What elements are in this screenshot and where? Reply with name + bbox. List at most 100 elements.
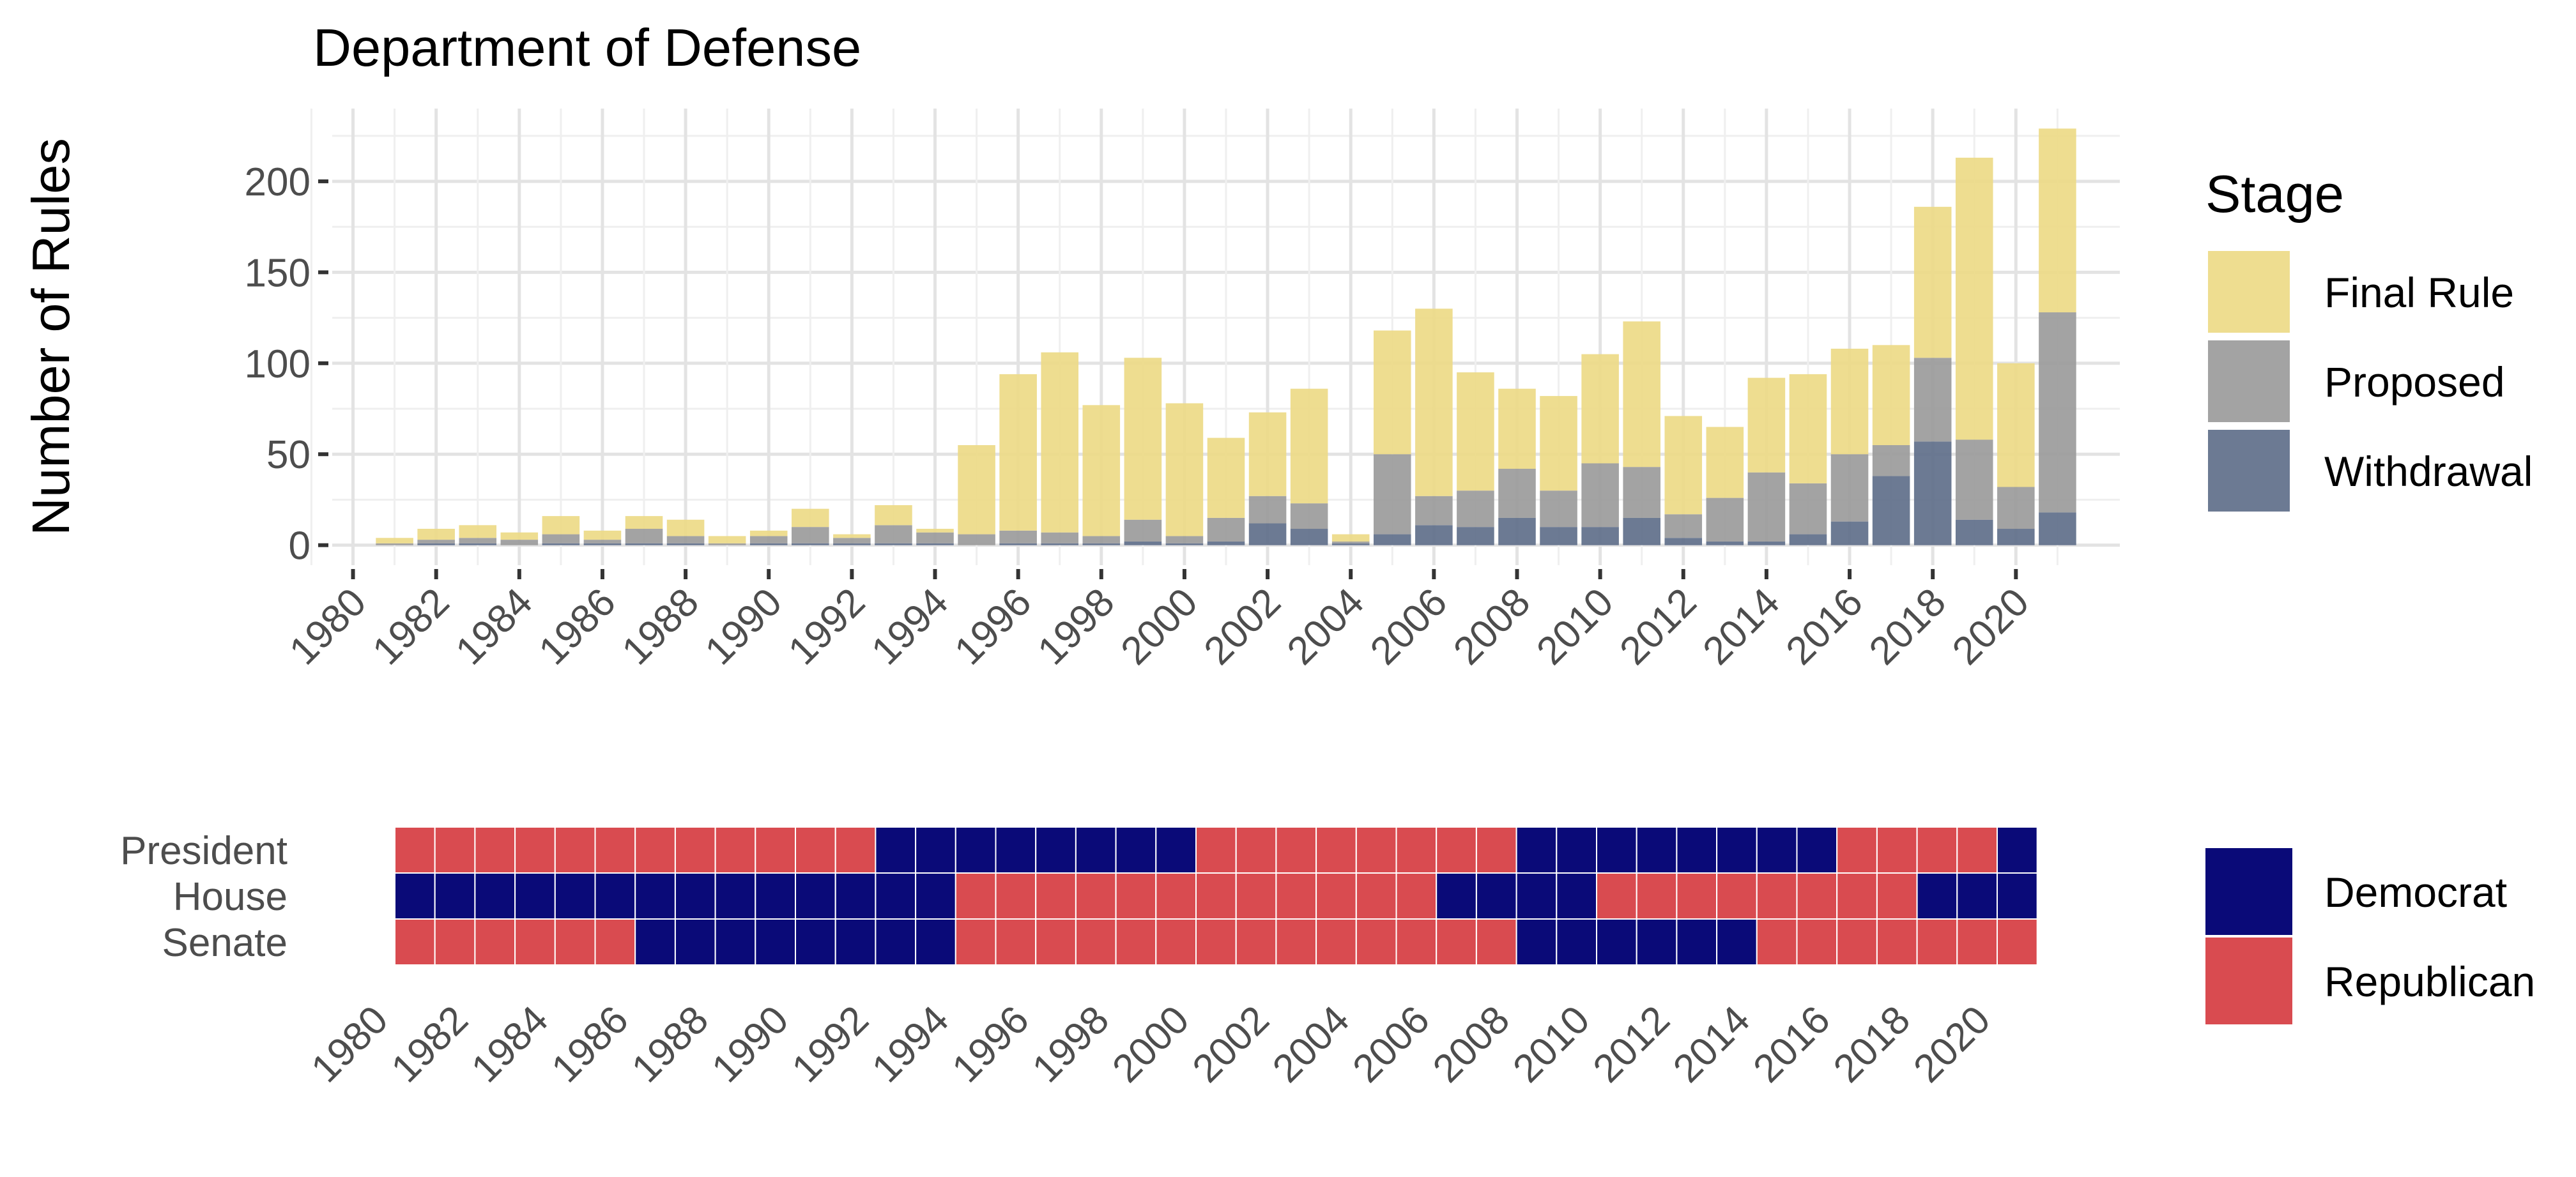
- bar-final-rule-1998: [1082, 405, 1121, 536]
- heat-cell-president-2008: [1475, 826, 1517, 874]
- heat-cell-president-2016: [1796, 826, 1838, 874]
- heatmap-x-tick-label: 1984: [463, 998, 556, 1091]
- bar-proposed-2004: [1331, 541, 1370, 543]
- heat-cell-house-2019: [1916, 872, 1958, 920]
- bar-proposed-1993: [875, 525, 912, 543]
- bar-withdrawal-1985: [542, 543, 580, 545]
- heat-cell-senate-1998: [1075, 918, 1117, 966]
- heat-cell-senate-2014: [1716, 918, 1758, 966]
- bar-proposed-2002: [1248, 496, 1287, 524]
- x-tick-label: 2018: [1861, 580, 1954, 673]
- heat-cell-president-1985: [554, 826, 596, 874]
- heat-cell-senate-1986: [594, 918, 636, 966]
- heat-cell-house-2015: [1756, 872, 1798, 920]
- bar-proposed-1990: [749, 536, 788, 543]
- x-tick-label: 1982: [364, 580, 457, 673]
- bar-proposed-2019: [1955, 439, 1993, 520]
- bar-proposed-2005: [1373, 454, 1411, 535]
- legend-label-proposed: Proposed: [2324, 358, 2505, 406]
- x-tick-label: 2002: [1196, 580, 1289, 673]
- bar-proposed-2013: [1706, 497, 1744, 542]
- heat-cell-senate-2013: [1676, 918, 1718, 966]
- bar-proposed-1986: [583, 540, 622, 543]
- heatmap-x-tick-label: 1998: [1024, 998, 1117, 1091]
- bar-proposed-2007: [1457, 490, 1494, 528]
- x-tick-label: 1990: [697, 580, 790, 673]
- x-tick-label: 2016: [1778, 580, 1871, 673]
- heat-cell-senate-1994: [915, 918, 956, 966]
- bar-withdrawal-1991: [792, 543, 829, 545]
- bar-withdrawal-1996: [999, 543, 1037, 545]
- bar-proposed-2000: [1165, 536, 1204, 543]
- heat-cell-senate-2010: [1556, 918, 1598, 966]
- heat-cell-president-2013: [1676, 826, 1718, 874]
- bar-final-rule-2019: [1955, 157, 1993, 440]
- stage-legend-title: Stage: [2205, 164, 2344, 224]
- heat-cell-president-2021: [1997, 826, 2038, 874]
- bar-withdrawal-2007: [1457, 527, 1494, 545]
- heat-cell-senate-1992: [834, 918, 877, 966]
- heat-cell-president-1989: [714, 826, 756, 874]
- heatmap-x-tick-label: 2010: [1505, 998, 1598, 1091]
- x-tick-label: 1996: [946, 580, 1039, 673]
- bar-final-rule-2001: [1207, 437, 1245, 518]
- heat-cell-president-2003: [1275, 826, 1317, 874]
- heatmap-x-tick-label: 2012: [1585, 998, 1678, 1091]
- heat-cell-president-2019: [1916, 826, 1958, 874]
- party-legend: Democrat Republican: [2205, 848, 2535, 1024]
- bar-final-rule-2012: [1664, 416, 1703, 515]
- bar-withdrawal-1990: [749, 543, 788, 545]
- heat-cell-senate-2008: [1475, 918, 1517, 966]
- legend-label-withdrawal: Withdrawal: [2324, 448, 2533, 495]
- bar-final-rule-2015: [1789, 374, 1827, 483]
- heatmap-x-tick-label: 2014: [1665, 998, 1758, 1091]
- heat-cell-senate-1987: [634, 918, 676, 966]
- bar-final-rule-1997: [1041, 352, 1079, 533]
- heat-cell-house-2003: [1275, 872, 1317, 920]
- heat-cell-house-1995: [954, 872, 997, 920]
- bar-proposed-1999: [1124, 519, 1162, 542]
- heat-cell-senate-2001: [1195, 918, 1237, 966]
- x-tick-label: 2010: [1528, 580, 1621, 673]
- bar-withdrawal-2010: [1581, 527, 1619, 545]
- bar-withdrawal-2017: [1872, 476, 1910, 545]
- heat-cell-president-2012: [1636, 826, 1678, 874]
- heat-cell-president-2007: [1436, 826, 1477, 874]
- heat-cell-president-2002: [1235, 826, 1277, 874]
- bar-final-rule-2020: [1997, 363, 2035, 487]
- heat-cell-president-1999: [1115, 826, 1157, 874]
- heatmap-x-axis: 1980198219841986198819901992199419961998…: [303, 998, 1998, 1091]
- heatmap-x-tick-label: 1992: [784, 998, 877, 1091]
- y-tick-label: 50: [266, 433, 310, 477]
- heat-cell-president-1996: [995, 826, 1037, 874]
- bar-withdrawal-1982: [417, 543, 455, 545]
- legend-key-withdrawal: [2208, 430, 2290, 512]
- bar-proposed-1994: [916, 532, 954, 543]
- bar-final-rule-2013: [1706, 427, 1744, 498]
- legend-key-republican: [2205, 938, 2292, 1024]
- x-tick-label: 1994: [863, 580, 956, 673]
- y-tick-label: 0: [289, 524, 310, 568]
- bar-proposed-1996: [999, 530, 1037, 543]
- heat-cell-senate-2003: [1275, 918, 1317, 966]
- bar-withdrawal-1994: [916, 543, 954, 545]
- bar-proposed-1984: [500, 540, 539, 545]
- x-tick-label: 1992: [780, 580, 873, 673]
- bar-final-rule-2004: [1331, 534, 1370, 542]
- heat-cell-president-2017: [1836, 826, 1878, 874]
- heatmap-row-label-house: House: [173, 875, 288, 919]
- heat-cell-senate-2016: [1796, 918, 1838, 966]
- heat-cell-president-2006: [1395, 826, 1438, 874]
- bar-withdrawal-1987: [625, 543, 663, 545]
- heatmap-x-tick-label: 1990: [703, 998, 797, 1091]
- bar-withdrawal-2013: [1706, 541, 1744, 545]
- heat-cell-house-1992: [834, 872, 877, 920]
- bar-withdrawal-1983: [459, 543, 497, 545]
- bar-final-rule-2017: [1872, 345, 1910, 445]
- heat-cell-president-1991: [795, 826, 836, 874]
- heat-cell-senate-1995: [954, 918, 997, 966]
- heat-cell-president-1986: [594, 826, 636, 874]
